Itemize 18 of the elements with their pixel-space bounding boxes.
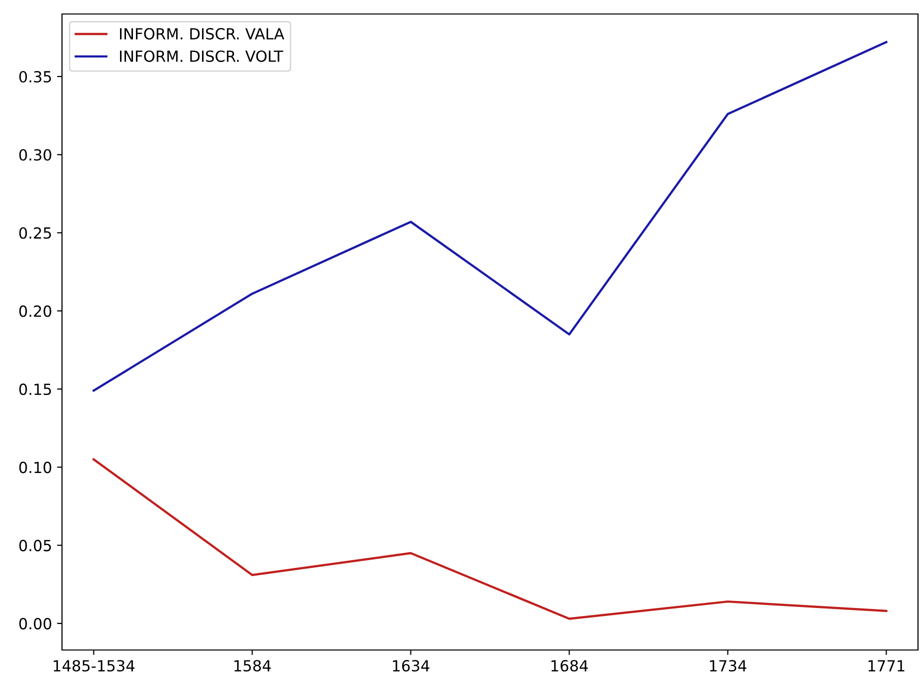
x-tick-label: 1684 xyxy=(551,660,588,672)
x-tick-label: 1734 xyxy=(710,660,746,672)
y-tick-label: 0.20 xyxy=(19,305,52,317)
x-tick-label: 1771 xyxy=(868,660,904,672)
y-tick-label: 0.15 xyxy=(19,384,51,396)
y-tick-label: 0.00 xyxy=(19,618,52,630)
y-tick-label: 0.10 xyxy=(19,462,52,474)
x-tick-label: 1485-1534 xyxy=(54,660,134,672)
x-tick-label: 1584 xyxy=(234,660,271,672)
y-tick-label: 0.05 xyxy=(19,540,51,552)
y-tick-label: 0.30 xyxy=(19,149,52,161)
y-tick-label: 0.25 xyxy=(19,227,51,239)
line-series xyxy=(92,458,888,620)
x-tick-label: 1634 xyxy=(392,660,430,672)
line-series xyxy=(92,41,888,392)
legend-label: INFORM. DISCR. VALA xyxy=(120,28,284,40)
y-tick-label: 0.35 xyxy=(19,70,51,83)
legend-label: INFORM. DISCR. VOLT xyxy=(120,50,284,62)
